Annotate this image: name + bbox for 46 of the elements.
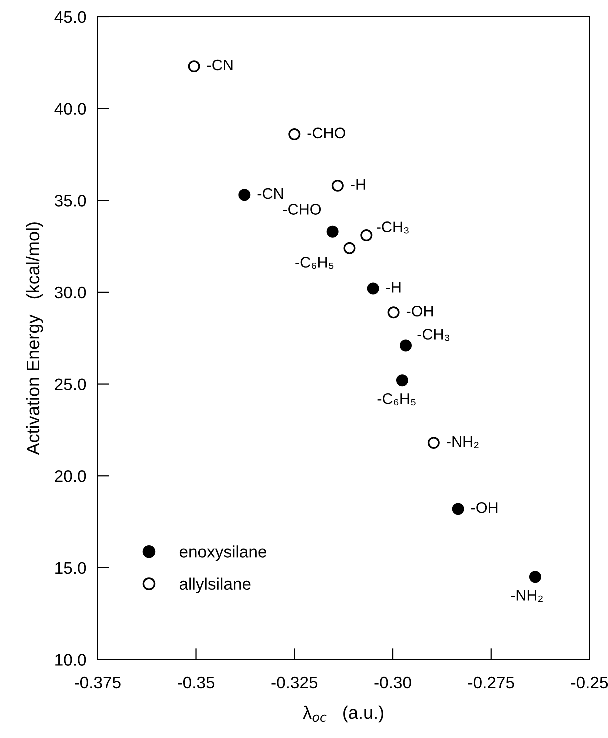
- annotation: -OH: [406, 306, 434, 317]
- y-tick-label: 40.0: [54, 103, 86, 116]
- legend-label: allylsilane: [180, 578, 251, 594]
- point: [388, 306, 400, 319]
- y-tick-label: 30.0: [54, 286, 86, 299]
- annotation: -CN: [258, 188, 284, 200]
- point: [326, 226, 339, 238]
- point: [360, 230, 373, 242]
- y-tick-label: 20.0: [55, 470, 86, 482]
- x-tick-label: -0.325: [272, 676, 318, 689]
- point: [400, 340, 412, 352]
- x-tick-label: -0.35: [178, 676, 215, 689]
- annotation: -CH₃: [418, 329, 450, 342]
- annotation: -OH: [472, 502, 498, 514]
- y-tick-label: 25.0: [55, 378, 86, 390]
- point: [238, 189, 251, 202]
- annotation: -NH₂: [511, 590, 543, 602]
- x-tick-label: -0.25: [572, 676, 608, 689]
- annotation: -CHO: [308, 128, 346, 139]
- legend-label: enoxysilane: [180, 546, 267, 562]
- x-tick-label: -0.275: [468, 676, 514, 689]
- y-tick-label: 35.0: [54, 195, 86, 207]
- y-tick-label: 45.0: [54, 11, 86, 24]
- annotation: -H: [351, 179, 366, 190]
- annotation: -C₆H₅: [378, 394, 416, 406]
- point: [344, 242, 356, 254]
- point: [452, 503, 464, 516]
- x-tick-label: -0.30: [374, 676, 412, 689]
- y-axis-title: Activation Energy (kcal/mol): [26, 222, 44, 456]
- annotation: -CH₃: [377, 222, 409, 234]
- annotation: -H: [386, 282, 401, 293]
- y-tick-label: 10.0: [56, 654, 86, 666]
- text: λ$_{oc}$ (a.u.): [303, 706, 384, 723]
- point: [332, 180, 344, 192]
- annotation: -CN: [207, 60, 233, 71]
- annotation: -CHO: [283, 204, 322, 215]
- y-tick-label: 15.0: [56, 562, 86, 574]
- point: [529, 571, 542, 584]
- x-tick-label: -0.375: [75, 676, 121, 689]
- point: [288, 128, 301, 140]
- point: [188, 60, 200, 73]
- point: [367, 282, 380, 295]
- point: [396, 374, 408, 387]
- annotation: -NH₂: [447, 436, 479, 448]
- annotation: -C₆H₅: [296, 257, 334, 270]
- point: [428, 437, 440, 450]
